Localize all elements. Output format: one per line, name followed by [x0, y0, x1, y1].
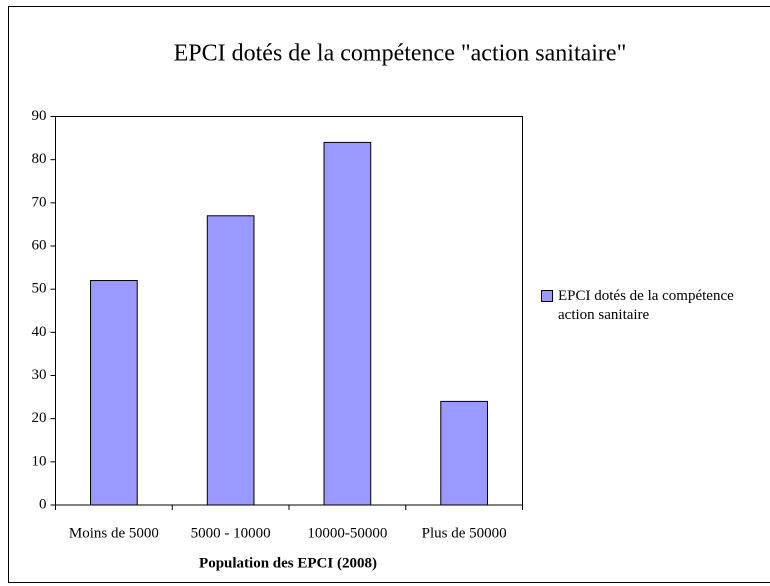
x-tick-label: 10000-50000 [307, 525, 387, 541]
y-tick-label: 40 [32, 324, 47, 340]
y-tick-label: 0 [39, 496, 47, 512]
x-tick-label: 5000 - 10000 [191, 525, 271, 541]
bar [90, 280, 138, 506]
x-axis-title: Population des EPCI (2008) [199, 555, 377, 571]
y-tick-label: 50 [32, 281, 47, 297]
y-tick-label: 20 [32, 410, 47, 426]
y-tick-label: 90 [32, 108, 47, 124]
chart-border [8, 6, 770, 583]
bar [323, 141, 372, 506]
y-tick-label: 60 [32, 237, 47, 253]
x-tick-label: Plus de 50000 [422, 525, 507, 541]
y-tick-label: 10 [32, 453, 47, 469]
legend-swatch [541, 290, 553, 302]
legend-label: EPCI dotés de la compétence action sanit… [558, 288, 734, 323]
chart-title: EPCI dotés de la compétence "action sani… [174, 41, 627, 67]
bar [206, 215, 255, 506]
y-tick-label: 30 [32, 367, 47, 383]
y-tick-label: 80 [32, 151, 47, 167]
x-tick-label: Moins de 5000 [69, 525, 159, 541]
bar [440, 400, 488, 506]
y-tick-label: 70 [32, 194, 47, 210]
